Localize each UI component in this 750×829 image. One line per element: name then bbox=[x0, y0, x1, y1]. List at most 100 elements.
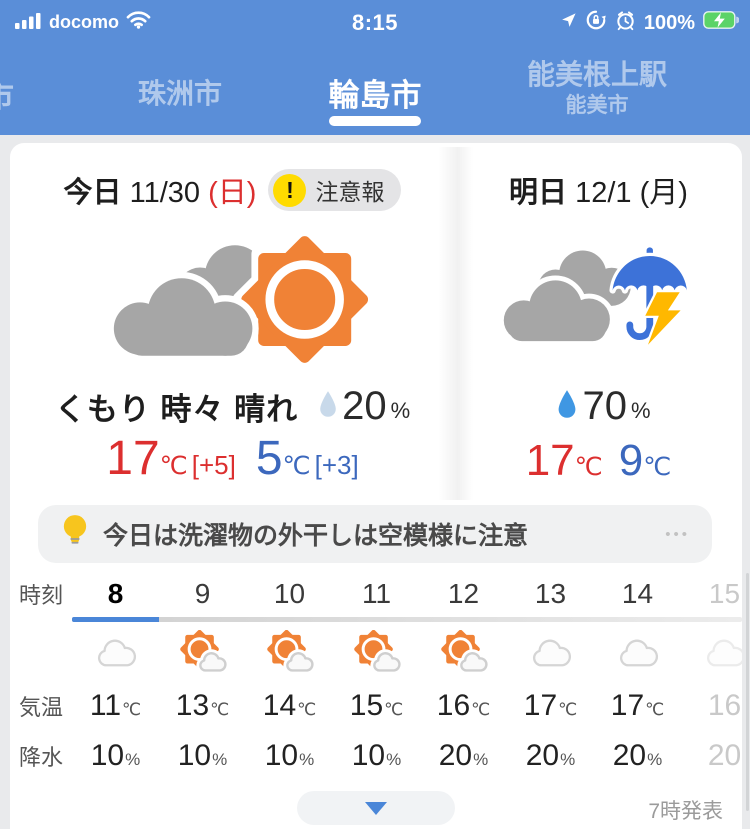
today-forecast[interactable]: 今日 11/30 (日) ! 注意報 bbox=[10, 143, 455, 500]
status-time: 8:15 bbox=[351, 10, 399, 35]
temp-cell: 16 ℃ bbox=[436, 689, 491, 722]
temp-row-label: 気温 bbox=[18, 695, 63, 720]
battery-charging-icon bbox=[703, 11, 740, 35]
tomorrow-weekday: (月) bbox=[639, 177, 688, 209]
precip-row: 降水 10% 10% 10% 10% 20% 20% 20% 20 bbox=[10, 731, 742, 781]
cloudy-then-thunderstorm-icon bbox=[498, 236, 699, 372]
warning-exclamation-icon: ! bbox=[273, 173, 307, 207]
tomorrow-high-temp: 17℃ bbox=[525, 436, 603, 485]
temperature-row: 気温 11 ℃ 13 ℃ 14 ℃ 15 ℃ 16 ℃ 17 ℃ 17 ℃ 16 bbox=[10, 681, 742, 731]
tomorrow-forecast[interactable]: 明日 12/1 (月) bbox=[455, 143, 742, 500]
expand-button[interactable] bbox=[297, 791, 455, 825]
today-high-temp: 17℃ [+5] bbox=[106, 432, 236, 485]
raindrop-icon-pale bbox=[318, 390, 338, 423]
tab-wajima-active[interactable]: 輪島市 bbox=[328, 78, 422, 113]
wifi-icon bbox=[126, 11, 151, 34]
today-precip-unit: % bbox=[390, 397, 411, 423]
precip-cell: 20 bbox=[707, 739, 742, 772]
temp-cell: 14 ℃ bbox=[262, 689, 317, 722]
forecast-divider bbox=[438, 147, 482, 500]
location-tab-bar: 市 珠洲市 輪島市 能美根上駅 能美市 bbox=[0, 45, 750, 135]
hour-cell: 10 bbox=[273, 578, 306, 609]
today-weekday: (日) bbox=[208, 177, 257, 209]
carrier-label: docomo bbox=[49, 12, 119, 32]
hourly-weather-icon bbox=[159, 629, 246, 677]
tab-nomi-sublabel: 能美市 bbox=[565, 94, 629, 118]
tomorrow-precip: 70 % bbox=[556, 383, 651, 429]
today-date: 11/30 bbox=[129, 177, 201, 209]
chevron-down-icon bbox=[365, 801, 387, 815]
tomorrow-label: 明日 bbox=[509, 177, 568, 209]
hourly-weather-icon bbox=[420, 629, 507, 677]
hours-row: 時刻 8 9 10 11 12 13 14 15 bbox=[10, 573, 742, 615]
hourly-weather-icon bbox=[507, 636, 594, 670]
tab-nomi[interactable]: 能美根上駅 能美市 bbox=[497, 59, 697, 118]
precip-row-label: 降水 bbox=[18, 745, 63, 770]
battery-percent-label: 100% bbox=[643, 11, 695, 34]
temp-cell: 17 ℃ bbox=[610, 689, 665, 722]
card-footer: 7時発表 bbox=[10, 783, 742, 829]
tab-nomi-label: 能美根上駅 bbox=[526, 59, 667, 90]
hour-cell: 13 bbox=[534, 578, 567, 609]
precip-cell: 10% bbox=[264, 739, 315, 772]
alarm-clock-icon bbox=[615, 10, 636, 37]
hour-cell: 9 bbox=[194, 578, 211, 609]
time-row-label: 時刻 bbox=[18, 583, 63, 608]
precip-cell: 10% bbox=[351, 739, 402, 772]
warning-badge[interactable]: ! 注意報 bbox=[268, 169, 402, 211]
temp-cell: 13 ℃ bbox=[175, 689, 230, 722]
temp-cell: 16 bbox=[707, 689, 742, 722]
precip-cell: 10% bbox=[177, 739, 228, 772]
hourly-weather-icon bbox=[681, 636, 742, 670]
two-day-forecast: 今日 11/30 (日) ! 注意報 bbox=[10, 143, 742, 500]
hour-cell: 12 bbox=[447, 578, 480, 609]
orientation-lock-icon bbox=[585, 9, 607, 37]
hourly-forecast-table: 時刻 8 9 10 11 12 13 14 15 bbox=[10, 573, 742, 781]
hour-cell: 11 bbox=[361, 578, 392, 609]
hour-cell: 14 bbox=[621, 578, 654, 609]
timeline-progress bbox=[72, 617, 159, 622]
today-header: 今日 11/30 (日) bbox=[64, 169, 257, 211]
tomorrow-precip-unit: % bbox=[630, 397, 651, 423]
tomorrow-header: 明日 12/1 (月) bbox=[509, 169, 688, 211]
temp-cell: 11 ℃ bbox=[89, 689, 142, 722]
forecast-card: 今日 11/30 (日) ! 注意報 bbox=[10, 143, 742, 829]
announced-time-label: 7時発表 bbox=[648, 800, 723, 823]
precip-cell: 20% bbox=[438, 739, 489, 772]
scrollbar[interactable] bbox=[746, 573, 749, 811]
today-precip-value: 20 bbox=[342, 383, 387, 428]
tab-partial-left[interactable]: 市 bbox=[0, 72, 14, 116]
active-tab-indicator bbox=[329, 116, 421, 126]
precip-cell: 20% bbox=[612, 739, 663, 772]
lightbulb-icon bbox=[60, 513, 90, 556]
today-precip: 20 % bbox=[318, 384, 410, 429]
hour-cell: 8 bbox=[107, 578, 124, 609]
today-low-temp: 5℃ [+3] bbox=[255, 432, 359, 485]
hourly-weather-icon bbox=[594, 636, 681, 670]
warning-label: 注意報 bbox=[315, 179, 385, 205]
signal-strength-icon bbox=[15, 12, 42, 34]
hourly-weather-icon bbox=[246, 629, 333, 677]
more-options-icon[interactable]: ••• bbox=[665, 525, 690, 543]
hourly-weather-icon bbox=[333, 629, 420, 677]
timeline-track[interactable] bbox=[72, 617, 742, 622]
tomorrow-precip-value: 70 bbox=[582, 383, 627, 428]
tab-suzu[interactable]: 珠洲市 bbox=[137, 78, 222, 109]
app-header: docomo 8:15 bbox=[0, 0, 750, 135]
advice-text: 今日は洗濯物の外干しは空模様に注意 bbox=[103, 522, 529, 550]
hourly-weather-icon bbox=[72, 636, 159, 670]
weather-icons-row bbox=[10, 625, 742, 681]
today-label: 今日 bbox=[63, 177, 122, 209]
advice-bar[interactable]: 今日は洗濯物の外干しは空模様に注意 ••• bbox=[38, 505, 712, 563]
precip-cell: 10% bbox=[90, 739, 141, 772]
tomorrow-date: 12/1 bbox=[575, 177, 632, 209]
location-arrow-icon bbox=[560, 12, 577, 35]
temp-cell: 17 ℃ bbox=[523, 689, 578, 722]
raindrop-icon-blue bbox=[556, 389, 578, 424]
cloudy-then-sunny-icon bbox=[83, 222, 383, 377]
hour-cell: 15 bbox=[708, 578, 741, 609]
temp-cell: 15 ℃ bbox=[349, 689, 404, 722]
today-condition: くもり 時々 晴れ bbox=[54, 391, 299, 427]
precip-cell: 20% bbox=[525, 739, 576, 772]
tomorrow-low-temp: 9℃ bbox=[618, 436, 672, 485]
